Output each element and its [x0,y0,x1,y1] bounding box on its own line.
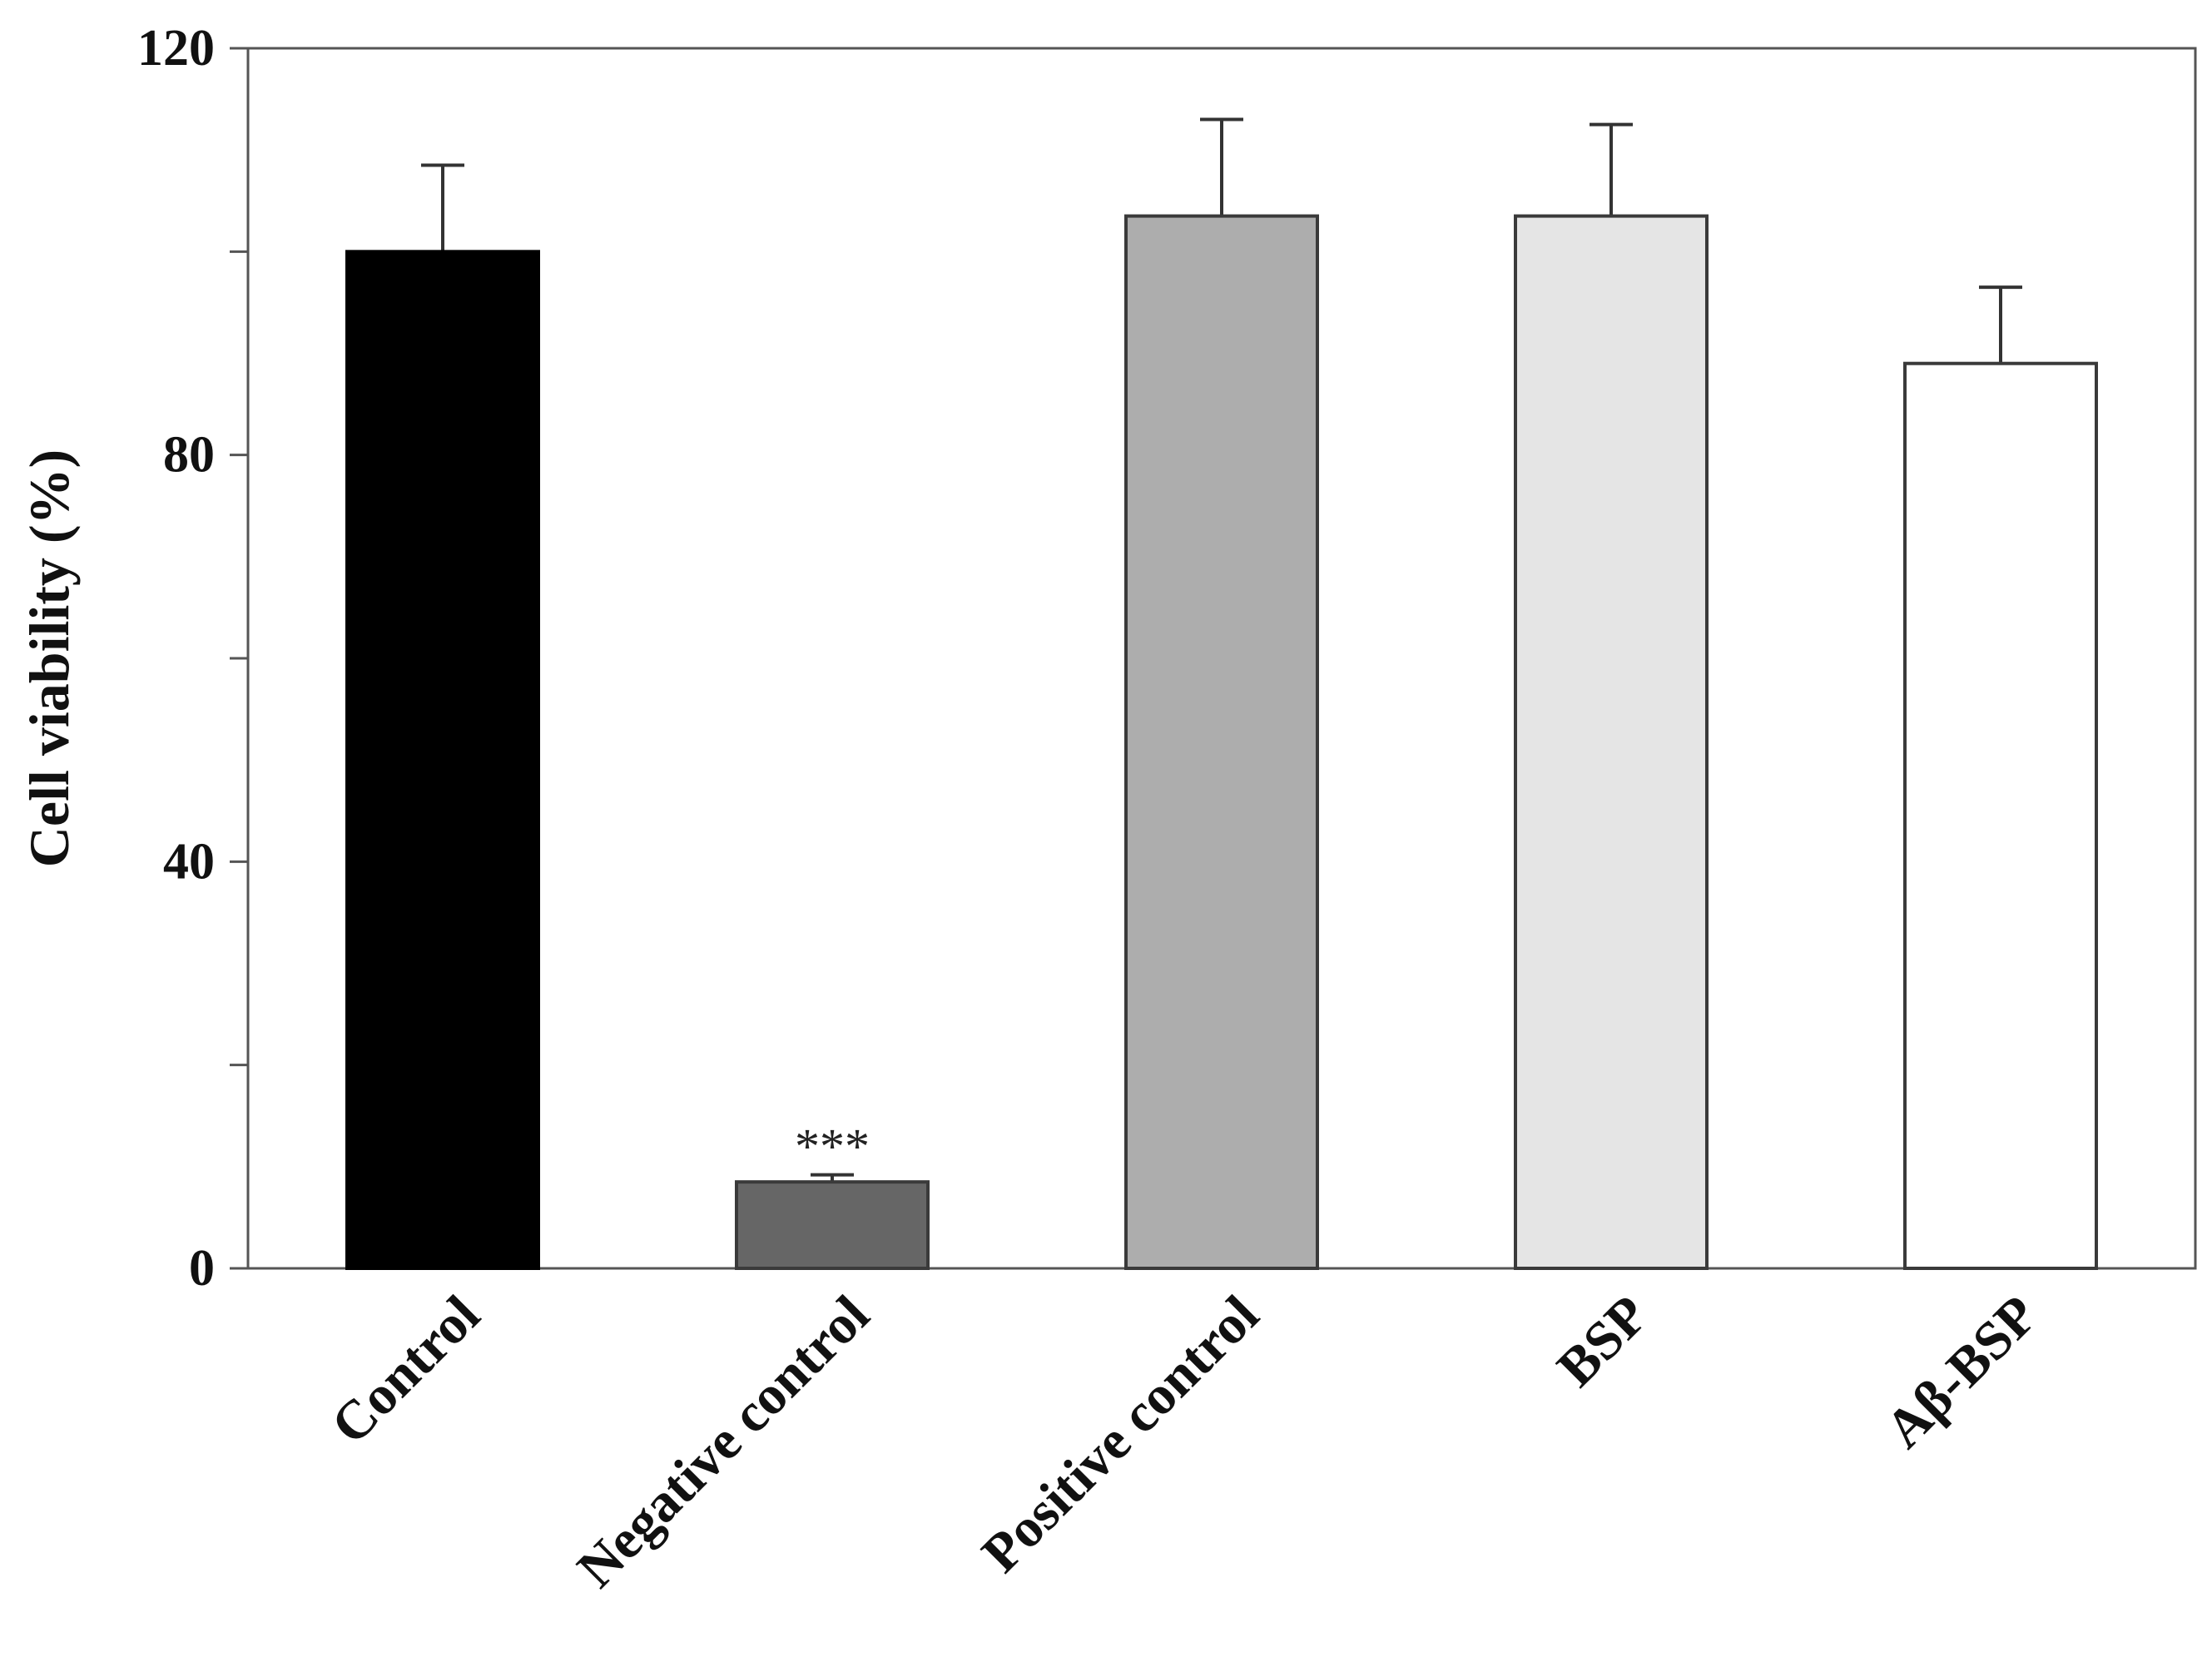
bar [345,250,540,1270]
y-tick-label: 120 [137,20,215,77]
significance-label: *** [795,1119,870,1174]
category-label: Positive control [970,1284,1271,1585]
category-label: BSP [1545,1284,1659,1398]
y-tick-label: 0 [189,1240,215,1297]
bar [735,1180,930,1270]
category-label: Negative control [566,1284,881,1600]
category-label: Aβ-BSP [1874,1284,2050,1460]
bar [1903,361,2098,1270]
y-tick-label: 40 [163,833,215,890]
y-tick-label: 80 [163,427,215,484]
category-label: Control [320,1284,491,1456]
y-axis-label: Cell viability (%) [17,449,81,867]
bar [1514,214,1709,1271]
bar [1124,214,1319,1271]
